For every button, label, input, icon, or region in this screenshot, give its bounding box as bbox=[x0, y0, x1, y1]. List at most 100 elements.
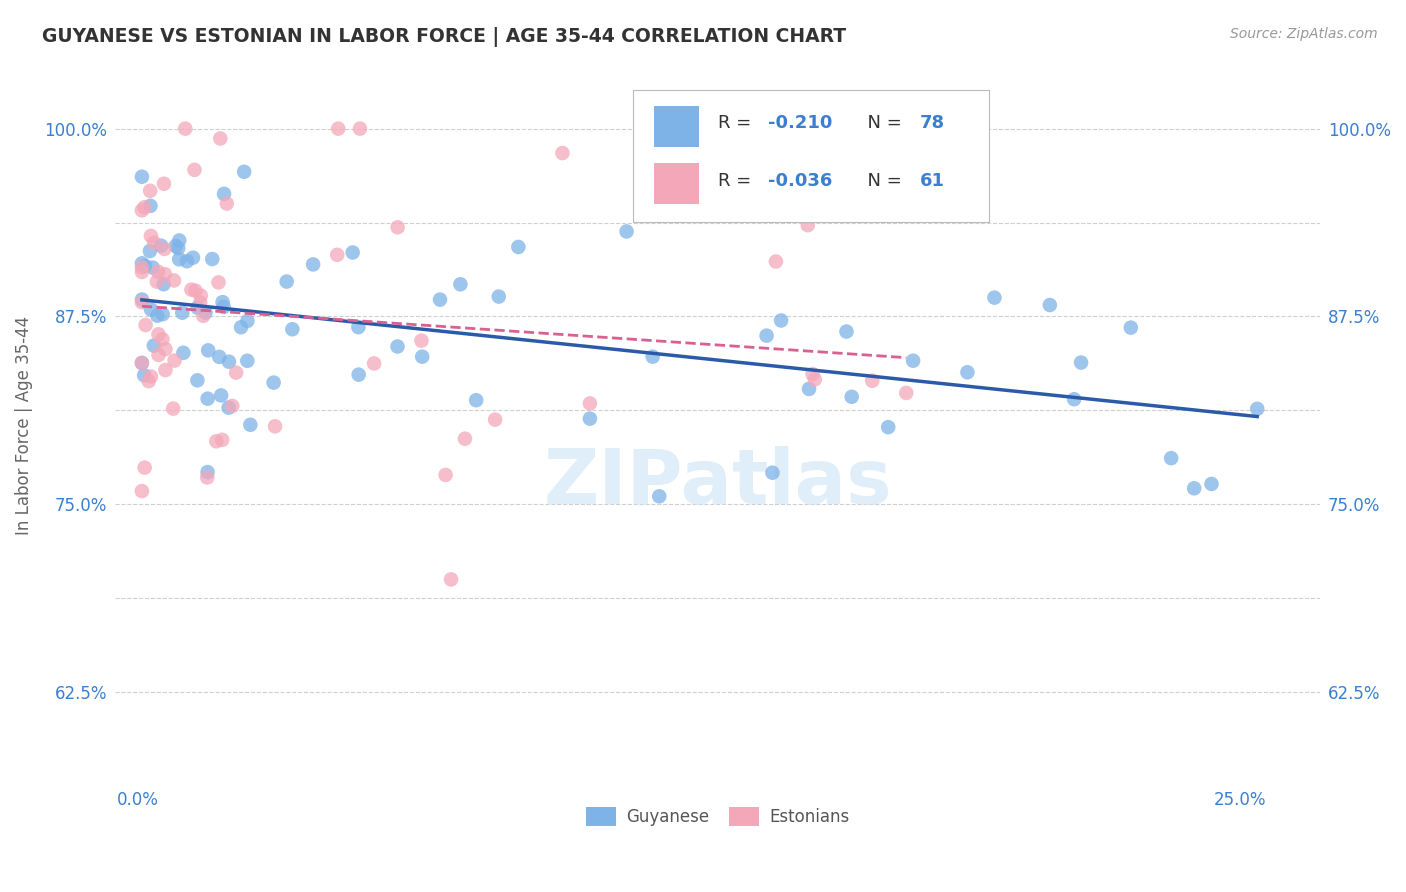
Point bbox=[648, 489, 671, 503]
Point bbox=[877, 420, 900, 434]
Point bbox=[186, 373, 208, 387]
Point bbox=[155, 363, 177, 377]
Point bbox=[347, 368, 370, 382]
Point bbox=[797, 218, 820, 232]
Point bbox=[152, 307, 174, 321]
Point bbox=[131, 203, 153, 218]
Point bbox=[152, 332, 174, 346]
Point bbox=[328, 121, 350, 136]
Point bbox=[139, 229, 162, 244]
Y-axis label: In Labor Force | Age 35-44: In Labor Force | Age 35-44 bbox=[15, 316, 32, 535]
Point bbox=[579, 396, 602, 410]
Point bbox=[195, 470, 218, 484]
Point bbox=[131, 256, 153, 270]
Point bbox=[236, 314, 259, 328]
Point bbox=[1119, 320, 1142, 334]
Point bbox=[801, 367, 824, 381]
Text: -0.036: -0.036 bbox=[768, 171, 832, 190]
Point bbox=[349, 121, 371, 136]
Point bbox=[135, 318, 157, 332]
Point bbox=[153, 177, 176, 191]
Point bbox=[172, 306, 194, 320]
Point bbox=[142, 338, 165, 352]
Point bbox=[901, 353, 924, 368]
Point bbox=[139, 244, 162, 258]
Text: R =: R = bbox=[717, 114, 756, 133]
Point bbox=[761, 466, 783, 480]
Point bbox=[326, 248, 349, 262]
Point bbox=[449, 277, 471, 292]
Point bbox=[551, 146, 574, 161]
Point bbox=[209, 131, 232, 145]
FancyBboxPatch shape bbox=[654, 162, 700, 204]
Point bbox=[131, 169, 153, 184]
FancyBboxPatch shape bbox=[654, 105, 700, 147]
Point bbox=[212, 300, 235, 314]
Point bbox=[146, 309, 169, 323]
Legend: Guyanese, Estonians: Guyanese, Estonians bbox=[578, 798, 858, 835]
Point bbox=[201, 252, 224, 266]
Point bbox=[139, 184, 162, 198]
Point bbox=[236, 353, 259, 368]
Point bbox=[163, 273, 186, 287]
Point bbox=[211, 295, 233, 310]
Point bbox=[347, 320, 370, 334]
Text: 78: 78 bbox=[920, 114, 945, 133]
Point bbox=[134, 368, 156, 383]
Point bbox=[167, 252, 190, 267]
Point bbox=[387, 220, 409, 235]
Point bbox=[983, 291, 1005, 305]
Point bbox=[342, 245, 364, 260]
Point bbox=[616, 224, 638, 238]
Point bbox=[1070, 355, 1092, 369]
Point bbox=[440, 573, 463, 587]
Text: 61: 61 bbox=[920, 171, 945, 190]
Point bbox=[172, 346, 194, 360]
Point bbox=[804, 372, 827, 386]
Text: GUYANESE VS ESTONIAN IN LABOR FORCE | AGE 35-44 CORRELATION CHART: GUYANESE VS ESTONIAN IN LABOR FORCE | AG… bbox=[42, 27, 846, 46]
Point bbox=[841, 390, 863, 404]
Point bbox=[142, 260, 165, 275]
Point bbox=[152, 277, 174, 292]
Point bbox=[1201, 477, 1223, 491]
Point bbox=[184, 284, 207, 298]
Point bbox=[221, 399, 243, 413]
Point bbox=[225, 366, 247, 380]
Point bbox=[197, 343, 219, 358]
Point bbox=[153, 267, 176, 281]
Point bbox=[454, 432, 477, 446]
Point bbox=[148, 348, 170, 362]
Point bbox=[208, 350, 231, 364]
Point bbox=[1182, 481, 1205, 495]
Point bbox=[165, 239, 187, 253]
Text: N =: N = bbox=[856, 114, 907, 133]
Point bbox=[218, 401, 240, 415]
Point bbox=[1246, 401, 1268, 416]
Point bbox=[139, 302, 162, 317]
Point bbox=[215, 196, 238, 211]
Point bbox=[229, 320, 252, 334]
Point bbox=[131, 356, 153, 370]
Point bbox=[139, 369, 162, 384]
Point bbox=[1039, 298, 1062, 312]
Point bbox=[484, 412, 506, 426]
Text: R =: R = bbox=[717, 171, 756, 190]
Point bbox=[134, 259, 156, 273]
Point bbox=[896, 385, 918, 400]
Point bbox=[146, 275, 169, 289]
Point bbox=[155, 342, 177, 356]
Point bbox=[190, 288, 212, 302]
Point bbox=[956, 365, 979, 379]
Point bbox=[233, 165, 256, 179]
Text: -0.210: -0.210 bbox=[768, 114, 832, 133]
Point bbox=[212, 186, 235, 201]
Point bbox=[770, 313, 793, 327]
Point bbox=[765, 254, 787, 268]
Text: Source: ZipAtlas.com: Source: ZipAtlas.com bbox=[1230, 27, 1378, 41]
Point bbox=[176, 254, 198, 268]
Point bbox=[153, 242, 176, 256]
Point bbox=[264, 419, 287, 434]
Point bbox=[755, 328, 778, 343]
Point bbox=[167, 241, 190, 255]
Point bbox=[579, 411, 602, 425]
